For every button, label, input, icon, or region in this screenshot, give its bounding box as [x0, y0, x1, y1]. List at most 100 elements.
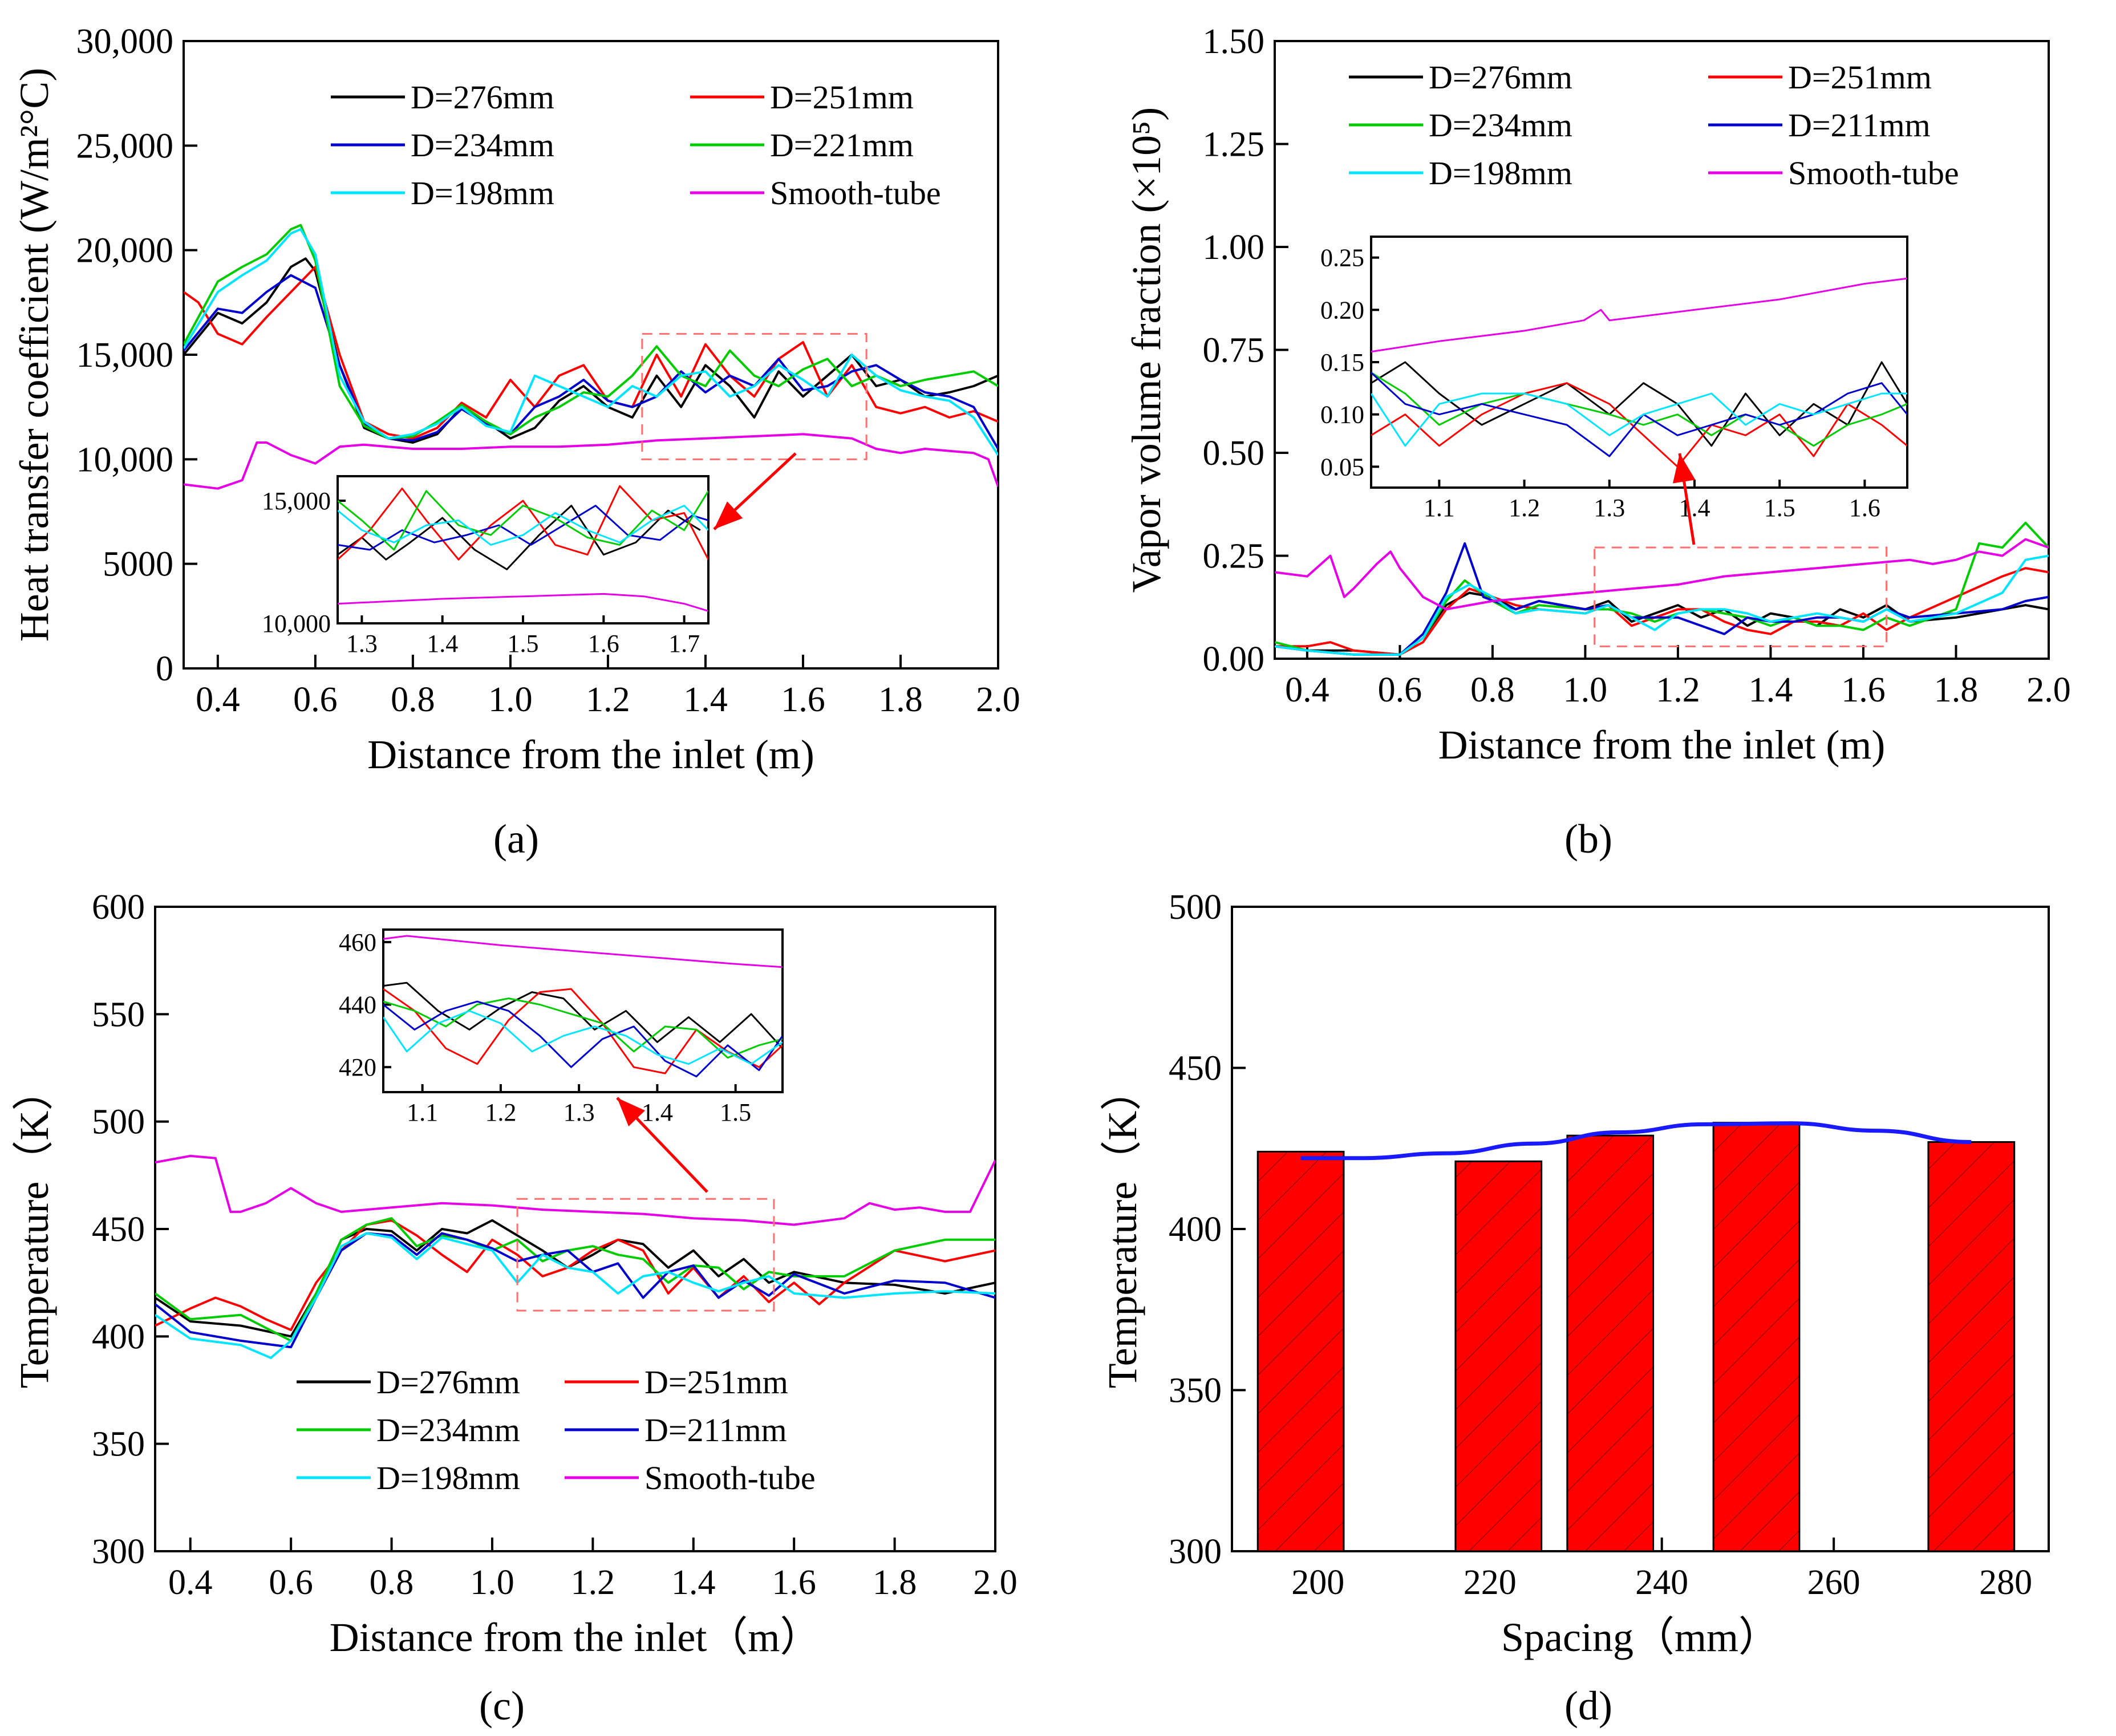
chart-d-y-tick-label: 500 [1169, 888, 1222, 927]
chart-b-y-tick-label: 1.25 [1203, 125, 1265, 164]
chart-b-inset-series-line-3 [1371, 372, 1907, 457]
chart-c-x-tick-label: 1.4 [671, 1563, 716, 1602]
chart-c-inset-y-tick-label: 440 [339, 991, 376, 1019]
chart-a-legend-label-4: D=198mm [411, 175, 554, 212]
chart-c-legend-label-5: Smooth-tube [644, 1459, 816, 1496]
chart-c-inset-y-tick-label: 420 [339, 1053, 376, 1081]
chart-a-series-line-1 [184, 266, 998, 440]
chart-a-x-tick-label: 1.0 [488, 680, 533, 719]
chart-b-y-tick-label: 0.75 [1203, 331, 1265, 370]
chart-b-x-tick-label: 1.2 [1656, 671, 1700, 709]
chart-b-y-tick-label: 1.00 [1203, 228, 1265, 267]
chart-a-x-tick-label: 1.6 [781, 680, 825, 719]
chart-c-zoom-box [516, 1198, 775, 1312]
chart-b-inset-y-tick-label: 0.20 [1320, 296, 1364, 324]
chart-c-series-line-3 [155, 1232, 995, 1349]
chart-a: 0.4 0.6 0.8 1.0 1.2 1.4 1.6 1.8 2.0 0 5000 10,000 15… [11, 22, 1020, 862]
chart-c-inset-bg [383, 930, 783, 1092]
chart-a-x-tick-label: 0.8 [391, 680, 435, 719]
chart-c-series-line-4 [155, 1232, 995, 1359]
chart-c-x-tick-label: 1.2 [571, 1563, 615, 1602]
chart-c-x-tick-label: 0.8 [370, 1563, 414, 1602]
chart-c-y-tick-label: 300 [92, 1532, 145, 1571]
chart-a-inset-y-tick-label: 10,000 [262, 610, 331, 638]
chart-c-x-tick-label: 1.8 [873, 1563, 917, 1602]
chart-a-x-tick-label: 1.4 [683, 680, 728, 719]
chart-a-legend-label-1: D=251mm [770, 79, 914, 116]
chart-b-inset-series-line-5 [1371, 277, 1907, 353]
chart-c-legend-label-2: D=234mm [376, 1411, 520, 1449]
chart-b-x-tick-label: 1.6 [1841, 671, 1886, 709]
chart-a-arrow-head [714, 501, 743, 529]
chart-a-ylabel: Heat transfer coefficient (W/m²°C) [11, 68, 57, 642]
chart-b-series-line-5 [1275, 538, 2049, 611]
chart-a-zoom-box [641, 332, 868, 460]
chart-c-y-tick-label: 450 [92, 1210, 145, 1249]
chart-a-caption: (a) [493, 816, 539, 862]
chart-d-bar-3 [1712, 1122, 1801, 1552]
chart-d-caption: (d) [1564, 1683, 1612, 1729]
chart-a-y-tick-label: 10,000 [76, 440, 174, 479]
chart-a-series-line-4 [184, 228, 998, 456]
chart-a-inset-x-tick-label: 1.6 [588, 630, 619, 658]
chart-a-y-tick-label: 20,000 [76, 232, 174, 270]
chart-b-inset-x-tick-label: 1.4 [1679, 494, 1710, 522]
chart-b-inset-y-tick-label: 0.15 [1320, 348, 1364, 376]
chart-b-x-tick-label: 0.8 [1470, 671, 1515, 709]
chart-b-y-tick-label: 0.50 [1203, 434, 1265, 473]
chart-a-series-line-5 [184, 433, 998, 490]
chart-a-x-tick-label: 0.6 [293, 680, 338, 719]
chart-b-inset-x-tick-label: 1.2 [1509, 494, 1540, 522]
chart-b-x-tick-label: 1.8 [1934, 671, 1979, 709]
chart-d-fit-line [1300, 1121, 1972, 1161]
chart-d-bar-1 [1454, 1160, 1543, 1552]
chart-c-caption: (c) [479, 1683, 525, 1729]
chart-c-x-tick-label: 0.6 [269, 1563, 313, 1602]
chart-a-inset-series-line-0 [338, 505, 701, 570]
chart-d-bar-0 [1256, 1150, 1345, 1552]
chart-d-ylabel: Temperature（K） [1100, 1070, 1145, 1389]
chart-b-legend-label-5: Smooth-tube [1788, 155, 1959, 192]
chart-c-series-line-1 [155, 1219, 995, 1331]
chart-b-y-tick-label: 0.00 [1203, 640, 1265, 679]
chart-c-inset-series-line-1 [383, 988, 783, 1074]
chart-b-inset-series-line-1 [1371, 382, 1907, 468]
chart-a-legend-label-0: D=276mm [411, 79, 554, 116]
chart-b-inset-x-tick-label: 1.1 [1424, 494, 1455, 522]
chart-a-y-tick-label: 0 [156, 650, 173, 688]
chart-b-inset-bg [1371, 237, 1907, 488]
chart-d-x-tick-label: 200 [1291, 1563, 1344, 1602]
chart-c-legend-label-1: D=251mm [644, 1364, 788, 1401]
chart-b-y-tick-label: 1.50 [1203, 22, 1265, 61]
chart-c-legend-label-0: D=276mm [376, 1364, 520, 1401]
chart-b-x-tick-label: 2.0 [2026, 671, 2071, 709]
chart-b-series-line-0 [1275, 591, 2049, 656]
chart-b-series-line-4 [1275, 554, 2049, 656]
chart-c: 0.4 0.6 0.8 1.0 1.2 1.4 1.6 1.8 2.0 300 350 400 450 5… [11, 888, 1018, 1729]
chart-b-series-line-2 [1275, 521, 2049, 656]
chart-a-y-tick-label: 30,000 [76, 22, 174, 61]
chart-c-y-tick-label: 500 [92, 1103, 145, 1142]
chart-d-bar-4 [1927, 1141, 2016, 1552]
chart-b-x-tick-label: 1.0 [1563, 671, 1608, 709]
chart-a-x-tick-label: 2.0 [976, 680, 1020, 719]
chart-b-legend-label-2: D=234mm [1429, 107, 1572, 144]
chart-b-ylabel: Vapor volume fraction (×10⁵) [1124, 107, 1169, 593]
chart-c-legend-label-4: D=198mm [376, 1459, 520, 1496]
chart-c-x-tick-label: 1.0 [470, 1563, 514, 1602]
chart-c-legend-label-3: D=211mm [644, 1411, 787, 1449]
chart-b-x-tick-label: 0.6 [1378, 671, 1422, 709]
chart-c-inset-y-tick-label: 460 [339, 928, 376, 956]
chart-b-inset-x-tick-label: 1.3 [1594, 494, 1625, 522]
chart-c-inset-series-line-4 [383, 1010, 783, 1065]
chart-a-inset-x-tick-label: 1.3 [346, 630, 378, 658]
chart-d-x-tick-label: 280 [1979, 1563, 2032, 1602]
chart-b-inset-series-line-4 [1371, 392, 1907, 447]
chart-b-inset-y-tick-label: 0.25 [1320, 244, 1364, 272]
chart-a-inset-x-tick-label: 1.5 [508, 630, 539, 658]
chart-c-x-tick-label: 2.0 [973, 1563, 1018, 1602]
chart-a-inset-series-line-3 [338, 490, 708, 551]
chart-b-arrow-head [1672, 453, 1696, 484]
chart-b-inset-y-tick-label: 0.10 [1320, 401, 1364, 429]
chart-a-inset-y-tick-label: 15,000 [262, 487, 331, 515]
